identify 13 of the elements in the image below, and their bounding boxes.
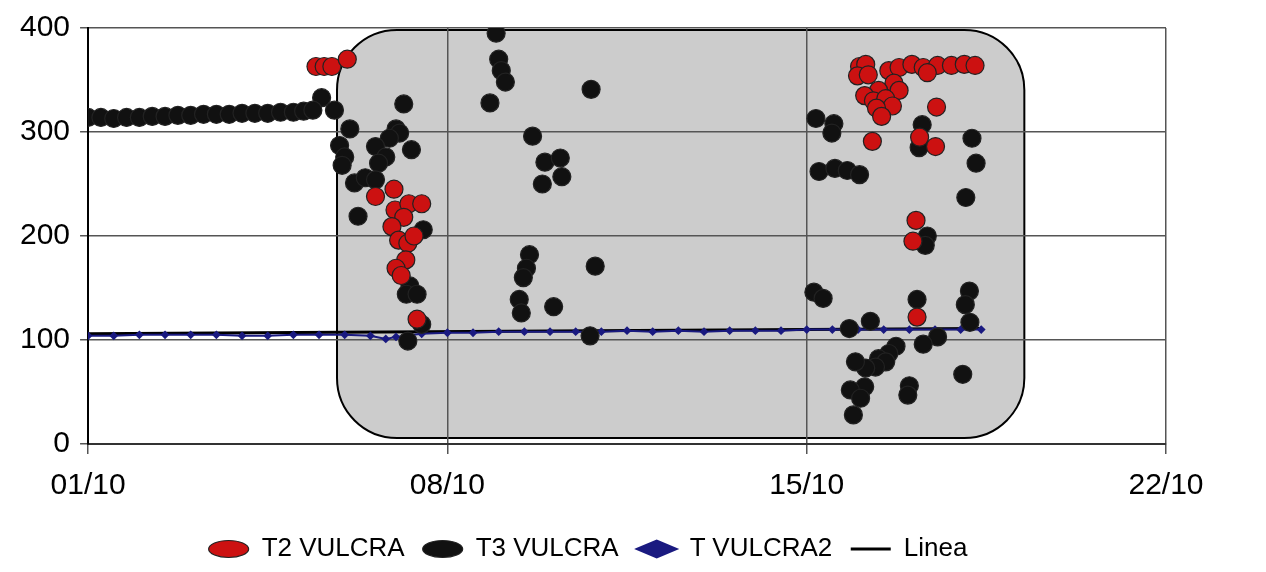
y-tick-label: 300 [19,113,71,147]
x-tick-label: 15/10 [769,467,845,501]
legend-label: T2 VULCRA [261,532,406,563]
legend-label: T3 VULCRA [475,532,620,563]
x-tick-label: 01/10 [50,467,126,501]
y-tick-label: 100 [19,321,71,355]
legend-label: Linea [903,532,968,563]
legend-label: T VULCRA2 [689,532,833,563]
y-tick-label: 400 [19,9,71,43]
x-tick-label: 08/10 [409,467,485,501]
x-tick-label: 22/10 [1128,467,1204,501]
y-tick-label: 200 [19,217,71,251]
y-tick-label: 0 [53,425,71,459]
